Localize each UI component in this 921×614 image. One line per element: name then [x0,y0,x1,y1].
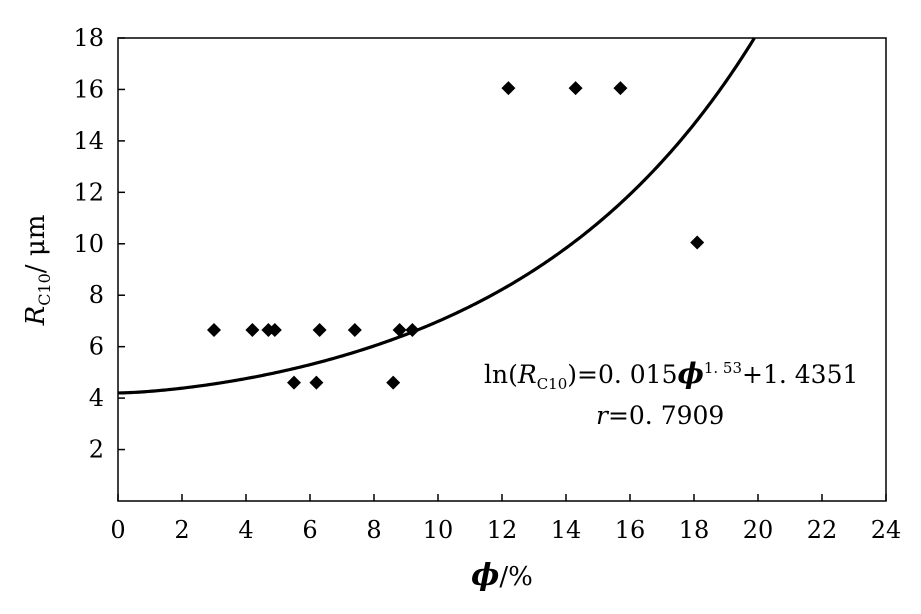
fit-equation: ln(RC10)=0. 015ϕ1. 53+1. 4351 [484,357,858,393]
data-point [613,81,628,96]
x-tick-label: 18 [679,516,710,544]
y-axis-unit: / μm [21,215,51,274]
x-tick-label: 8 [366,516,381,544]
x-tick-label: 2 [174,516,189,544]
fit-curve-layer [117,37,756,395]
data-point [568,81,583,96]
x-axis-unit: /% [499,562,532,592]
data-point [207,322,221,337]
data-point [267,322,282,337]
data-point [312,322,327,337]
data-point [309,375,324,390]
equation-tail: +1. 4351 [742,360,858,389]
correlation-symbol: r [596,401,610,430]
x-tick-label: 10 [423,516,454,544]
y-axis-label: RC10/ μm [21,215,54,327]
y-axis-ticks: 2 4 6 8 10 12 14 16 18 [73,24,125,464]
equation-r-subscript: C10 [537,375,568,393]
x-tick-label: 20 [743,516,774,544]
data-point [347,322,362,337]
data-point [386,375,401,390]
data-point [501,81,516,96]
y-tick-label: 8 [89,281,104,309]
y-tick-label: 18 [73,24,104,52]
equation-ln: ln( [484,360,518,389]
x-tick-label: 16 [615,516,646,544]
correlation-text: r=0. 7909 [596,401,724,430]
data-point [405,322,420,337]
x-tick-label: 22 [807,516,838,544]
y-tick-label: 2 [89,436,104,464]
y-axis-subscript: C10 [35,273,54,306]
equation-middle: )=0. 015 [567,360,677,389]
x-tick-label: 6 [302,516,317,544]
x-tick-label: 12 [487,516,518,544]
x-tick-label: 4 [238,516,253,544]
data-point [287,375,301,390]
y-tick-label: 6 [89,333,104,361]
correlation-value: =0. 7909 [608,401,724,430]
y-tick-label: 12 [73,178,104,206]
equation-exponent: 1. 53 [704,359,742,377]
x-tick-label: 14 [551,516,582,544]
fit-curve [117,37,756,395]
data-points-layer [207,81,705,390]
equation-phi: ϕ [677,357,703,390]
data-point [690,235,705,250]
plot-area-frame [117,37,887,502]
data-point [245,322,260,337]
x-axis-symbol: ϕ [471,558,499,593]
data-point [392,322,407,337]
y-tick-label: 14 [73,127,104,155]
equation-r-symbol: R [517,360,537,389]
x-axis-ticks: 0 2 4 6 8 10 12 14 16 18 20 22 24 [110,494,901,544]
y-tick-label: 10 [73,230,104,258]
x-axis-label: ϕ/% [471,558,533,593]
x-tick-label: 0 [110,516,125,544]
y-tick-label: 16 [73,75,104,103]
x-tick-label: 24 [871,516,902,544]
y-axis-symbol: R [21,306,51,327]
y-tick-label: 4 [89,384,104,412]
